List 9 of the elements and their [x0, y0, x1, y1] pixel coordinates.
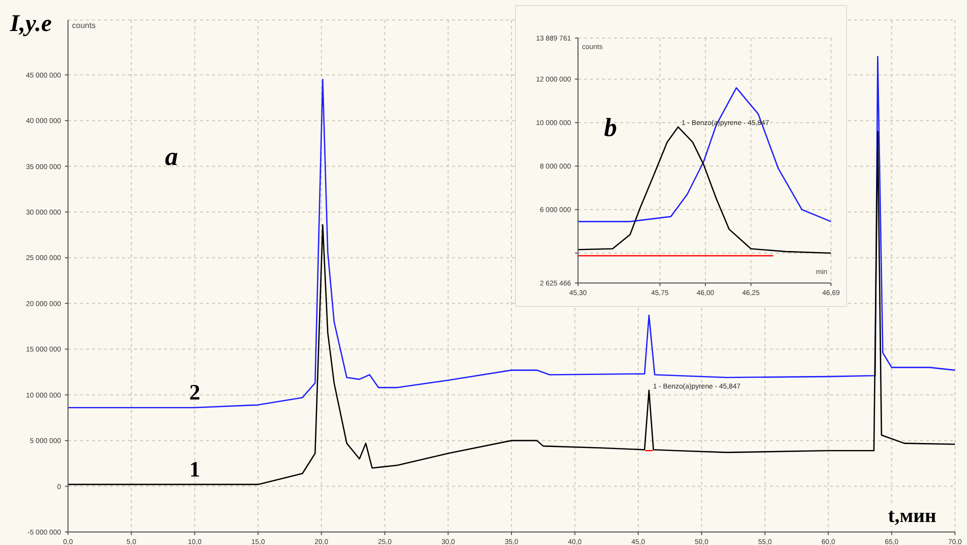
annotation: b [604, 113, 617, 142]
line-series [68, 56, 955, 408]
line-series [578, 87, 831, 222]
annotation: a [165, 142, 178, 171]
series-label: 2 [189, 380, 200, 405]
series-label: 1 [189, 456, 200, 482]
annotation: counts [72, 21, 96, 30]
y-axis-title: I,y.e [10, 11, 52, 37]
x-axis-title: t,мин [888, 505, 936, 527]
